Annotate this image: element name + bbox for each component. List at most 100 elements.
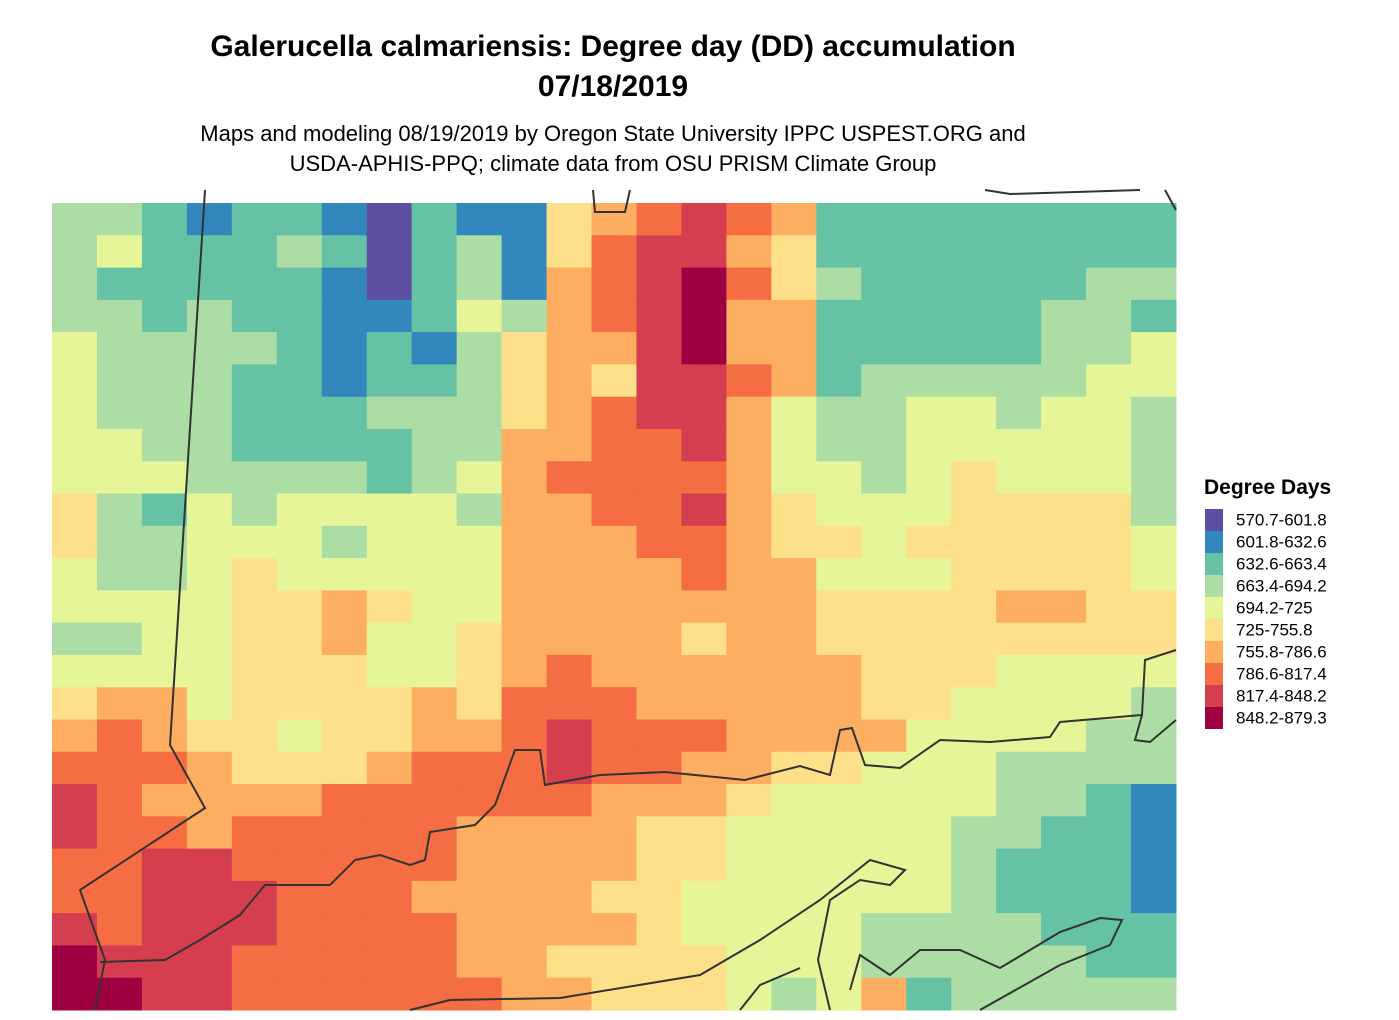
raster-cell	[591, 203, 637, 236]
raster-cell	[186, 558, 233, 591]
raster-cell	[1041, 945, 1087, 979]
raster-cell	[1131, 848, 1177, 882]
raster-cell	[951, 687, 997, 720]
raster-cell	[456, 203, 503, 236]
raster-cell	[1086, 880, 1132, 914]
raster-cell	[681, 299, 727, 333]
raster-cell	[411, 848, 458, 882]
raster-cell	[591, 913, 637, 946]
raster-cell	[771, 558, 817, 591]
raster-cell	[276, 235, 323, 269]
raster-cell	[591, 461, 637, 495]
raster-cell	[816, 654, 862, 688]
raster-cell	[996, 719, 1042, 753]
raster-cell	[636, 525, 682, 559]
raster-cell	[816, 848, 862, 882]
raster-cell	[591, 977, 637, 1011]
raster-cell	[951, 719, 997, 753]
raster-cell	[366, 332, 413, 365]
raster-cell	[411, 622, 458, 656]
raster-cell	[906, 558, 952, 591]
raster-cell	[996, 396, 1042, 430]
raster-cell	[681, 428, 727, 462]
raster-cell	[456, 364, 503, 398]
legend-swatch	[1205, 531, 1223, 553]
raster-cell	[726, 945, 772, 979]
raster-cell	[366, 654, 413, 688]
raster-cell	[501, 687, 548, 720]
raster-cell	[96, 590, 143, 624]
raster-cell	[52, 719, 98, 753]
raster-cell	[951, 235, 997, 269]
raster-cell	[1041, 493, 1087, 527]
raster-cell	[1131, 364, 1177, 398]
raster-cell	[771, 267, 817, 301]
raster-cell	[52, 461, 98, 495]
raster-cell	[951, 396, 997, 430]
raster-cell	[906, 816, 952, 850]
raster-cell	[951, 880, 997, 914]
raster-cell	[501, 590, 548, 624]
raster-cell	[456, 396, 503, 430]
raster-cell	[726, 687, 772, 720]
raster-cell	[141, 622, 188, 656]
raster-cell	[681, 396, 727, 430]
raster-cell	[1041, 364, 1087, 398]
raster-cell	[141, 235, 188, 269]
raster-cell	[96, 267, 143, 301]
legend-label: 663.4-694.2	[1236, 576, 1327, 595]
raster-cell	[546, 751, 593, 785]
raster-cell	[906, 396, 952, 430]
raster-cell	[366, 396, 413, 430]
raster-cell	[276, 364, 323, 398]
raster-cell	[276, 622, 323, 656]
raster-cell	[636, 558, 682, 591]
raster-cell	[636, 654, 682, 688]
raster-cell	[996, 558, 1042, 591]
raster-cell	[276, 461, 323, 495]
raster-cell	[52, 945, 98, 979]
raster-cell	[546, 493, 593, 527]
legend-swatch	[1205, 685, 1223, 707]
raster-cell	[186, 525, 233, 559]
raster-cell	[366, 525, 413, 559]
raster-cell	[996, 203, 1042, 236]
raster-cell	[276, 687, 323, 720]
raster-cell	[771, 461, 817, 495]
raster-cell	[276, 654, 323, 688]
raster-cell	[816, 332, 862, 365]
raster-cell	[501, 461, 548, 495]
boundary	[849, 916, 1124, 1011]
raster-cell	[726, 332, 772, 365]
raster-cell	[681, 590, 727, 624]
legend-swatch	[1205, 619, 1223, 641]
raster-cell	[52, 332, 98, 365]
raster-cell	[321, 332, 368, 365]
raster-cell	[591, 493, 637, 527]
raster-cell	[231, 687, 278, 720]
raster-cell	[231, 396, 278, 430]
raster-cell	[771, 299, 817, 333]
raster-cell	[52, 364, 98, 398]
raster-cell	[816, 364, 862, 398]
raster-cell	[1131, 622, 1177, 656]
raster-cell	[321, 428, 368, 462]
raster-cell	[456, 880, 503, 914]
raster-cell	[1131, 945, 1177, 979]
raster-cell	[861, 719, 907, 753]
raster-cell	[681, 816, 727, 850]
raster-cell	[726, 235, 772, 269]
raster-cell	[96, 751, 143, 785]
raster-cell	[96, 203, 143, 236]
raster-cell	[186, 428, 233, 462]
raster-cell	[1041, 784, 1087, 817]
raster-cell	[636, 945, 682, 979]
raster-cell	[1086, 590, 1132, 624]
raster-cell	[546, 654, 593, 688]
raster-cell	[726, 558, 772, 591]
raster-cell	[366, 461, 413, 495]
raster-cell	[636, 461, 682, 495]
raster-cell	[1086, 945, 1132, 979]
raster-cell	[726, 590, 772, 624]
raster-cell	[591, 235, 637, 269]
